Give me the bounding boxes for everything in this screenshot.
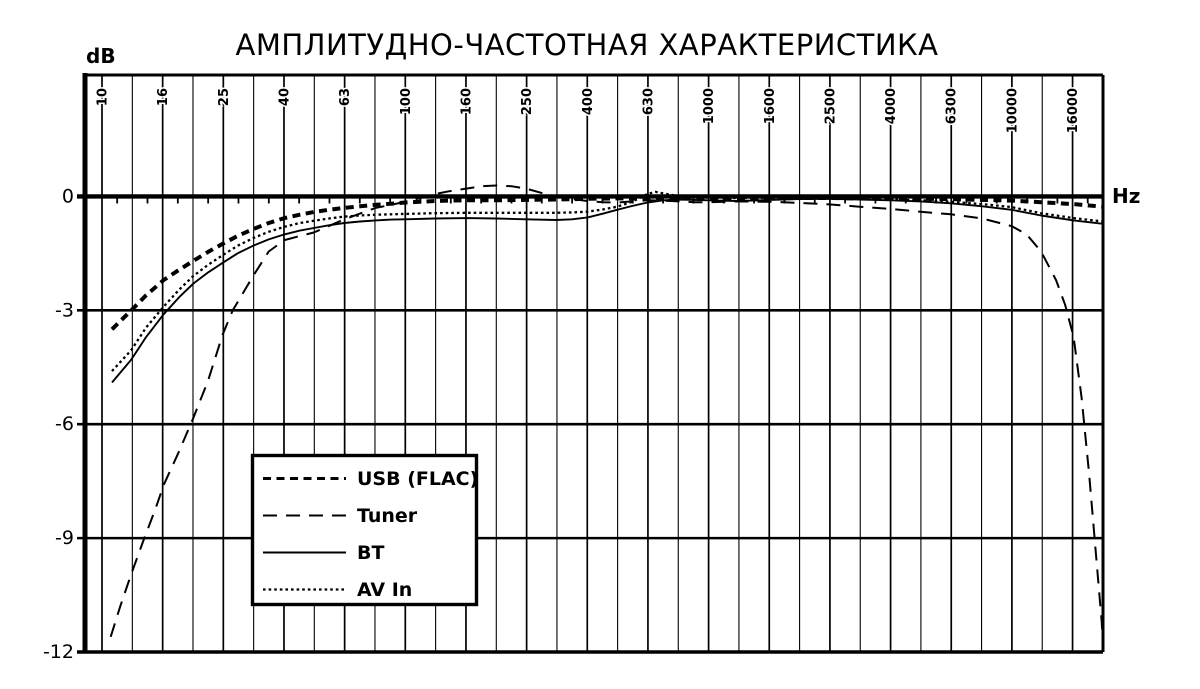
- series-curve-av-in: [111, 190, 1104, 372]
- y-axis-unit-label: dB: [86, 44, 116, 68]
- grid-layer: [77, 75, 1103, 652]
- x-tick-label: 630: [641, 88, 656, 115]
- legend-label: BT: [357, 542, 384, 564]
- chart-title: АМПЛИТУДНО-ЧАСТОТНАЯ ХАРАКТЕРИСТИКА: [236, 28, 939, 62]
- x-tick-label: 63: [338, 88, 353, 106]
- legend: USB (FLAC) Tuner BT AV In: [250, 453, 479, 607]
- x-tick-label: 10: [96, 88, 111, 106]
- legend-box: [250, 453, 479, 607]
- x-tick-label: 10000: [1005, 88, 1020, 133]
- y-tick-label: -3: [55, 299, 74, 321]
- x-tick-label: 160: [459, 88, 474, 115]
- y-tick-label: -6: [55, 413, 74, 435]
- x-tick-label: 4000: [884, 88, 899, 124]
- y-tick-label: -12: [43, 641, 74, 663]
- axes-layer: [77, 73, 1105, 654]
- legend-entry: Tuner: [263, 505, 418, 527]
- y-tick-labels: 0 -3 -6 -9 -12: [43, 185, 74, 663]
- legend-entry: BT: [263, 542, 384, 564]
- x-tick-label: 40: [277, 88, 292, 106]
- x-tick-label: 6300: [945, 88, 960, 124]
- x-tick-label: 16000: [1066, 88, 1081, 133]
- x-tick-label: 1600: [763, 88, 778, 124]
- legend-entry: AV In: [263, 579, 412, 601]
- legend-entry: USB (FLAC): [263, 468, 478, 490]
- x-tick-label: 100: [399, 88, 414, 115]
- series-curve-tuner: [109, 184, 1104, 645]
- x-tick-labels: 10 16 25 40 63 100 160 250 400 630 1000 1600 2500 400…: [94, 87, 1083, 135]
- legend-label: AV In: [357, 579, 412, 601]
- legend-label: Tuner: [357, 505, 418, 527]
- x-tick-label: 250: [520, 88, 535, 115]
- legend-label: USB (FLAC): [357, 468, 478, 490]
- x-axis-unit-label: Hz: [1112, 184, 1140, 208]
- x-tick-label: 2500: [823, 88, 838, 124]
- y-tick-label: 0: [62, 185, 74, 207]
- series-layer: [109, 184, 1104, 645]
- x-tick-label: 400: [581, 88, 596, 115]
- y-tick-label: -9: [55, 527, 74, 549]
- x-tick-label: 1000: [702, 88, 717, 124]
- x-tick-label: 25: [217, 88, 232, 106]
- x-tick-label: 16: [156, 88, 171, 106]
